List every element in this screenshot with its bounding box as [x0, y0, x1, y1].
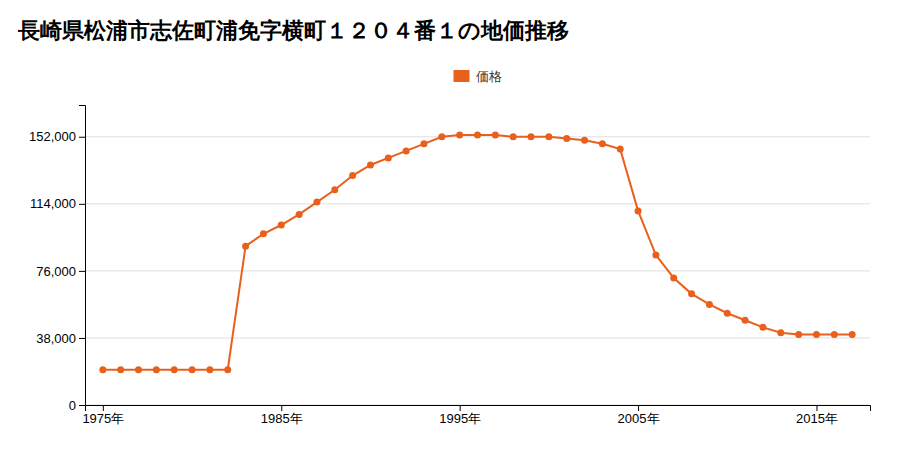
grid-line — [85, 203, 870, 204]
tick-mark — [816, 405, 817, 411]
point — [510, 133, 517, 140]
point — [474, 132, 481, 139]
tick-label: 2005年 — [618, 411, 660, 426]
point — [849, 331, 856, 338]
point — [742, 317, 749, 324]
point — [813, 331, 820, 338]
point — [688, 290, 695, 297]
tick-label: 152,000 — [29, 129, 76, 144]
point — [581, 137, 588, 144]
legend-swatch — [454, 70, 470, 82]
point — [456, 132, 463, 139]
tick-mark — [79, 271, 85, 272]
point — [385, 154, 392, 161]
axis-line — [86, 406, 871, 412]
point — [617, 146, 624, 153]
point — [528, 133, 535, 140]
tick-mark — [103, 405, 104, 411]
tick-mark — [281, 405, 282, 411]
marks — [99, 132, 855, 374]
x-axis: 1975年 1985年 1995年 2005年 2015年 — [82, 405, 870, 426]
point — [224, 366, 231, 373]
point — [313, 199, 320, 206]
tick-mark — [79, 338, 85, 339]
point — [706, 301, 713, 308]
point — [278, 222, 285, 229]
title: 長崎県松浦市志佐町浦免字横町１２０４番１の地価推移 — [17, 18, 569, 43]
point — [795, 331, 802, 338]
tick-label: 1975年 — [82, 411, 124, 426]
point — [438, 133, 445, 140]
point — [545, 133, 552, 140]
tick-label: 1995年 — [439, 411, 481, 426]
tick: 1995年 — [439, 405, 481, 426]
tick-label: 2015年 — [796, 411, 838, 426]
grid — [85, 137, 870, 405]
point — [492, 132, 499, 139]
tick-mark — [79, 405, 85, 406]
point — [724, 310, 731, 317]
point — [831, 331, 838, 338]
tick-mark — [79, 137, 85, 138]
point — [349, 172, 356, 179]
point — [635, 207, 642, 214]
y-axis: 0 38,000 76,000 114,000 152,000 — [29, 106, 86, 413]
legend: 価格 — [454, 69, 502, 84]
tick: 2015年 — [796, 405, 838, 426]
legend-item: 価格 — [454, 69, 502, 84]
tick-label: 76,000 — [36, 264, 76, 279]
point — [153, 366, 160, 373]
point — [652, 252, 659, 259]
tick-label: 114,000 — [30, 196, 76, 211]
tick: 2005年 — [618, 405, 660, 426]
point — [331, 186, 338, 193]
point — [99, 366, 106, 373]
legend-label: 価格 — [476, 69, 502, 84]
line — [103, 135, 852, 370]
tick: 0 — [69, 398, 85, 413]
point — [777, 329, 784, 336]
chart: 長崎県松浦市志佐町浦免字横町１２０４番１の地価推移 1975年 1985年 1995年… — [0, 0, 900, 450]
grid-line — [85, 337, 870, 338]
point — [189, 366, 196, 373]
point — [171, 366, 178, 373]
tick-label: 0 — [69, 398, 76, 413]
point — [296, 211, 303, 218]
point — [403, 147, 410, 154]
tick: 152,000 — [29, 129, 85, 144]
tick-label: 1985年 — [261, 411, 303, 426]
tick-mark — [79, 204, 85, 205]
point — [367, 162, 374, 169]
tick: 76,000 — [36, 264, 85, 279]
point — [242, 243, 249, 250]
tick-label: 38,000 — [36, 331, 76, 346]
tick-mark — [460, 405, 461, 411]
tick: 114,000 — [30, 196, 85, 211]
point — [420, 140, 427, 147]
point — [135, 366, 142, 373]
point — [206, 366, 213, 373]
axis-line — [79, 106, 86, 406]
point — [670, 274, 677, 281]
tick: 1975年 — [82, 405, 124, 426]
tick: 1985年 — [261, 405, 303, 426]
point — [563, 135, 570, 142]
point — [260, 230, 267, 237]
tick: 38,000 — [36, 331, 85, 346]
point — [599, 140, 606, 147]
point — [759, 324, 766, 331]
grid-line — [85, 270, 870, 271]
point — [117, 366, 124, 373]
tick-mark — [638, 405, 639, 411]
plot: 1975年 1985年 1995年 2005年 2015年 0 38,000 76,000 11… — [29, 106, 871, 427]
